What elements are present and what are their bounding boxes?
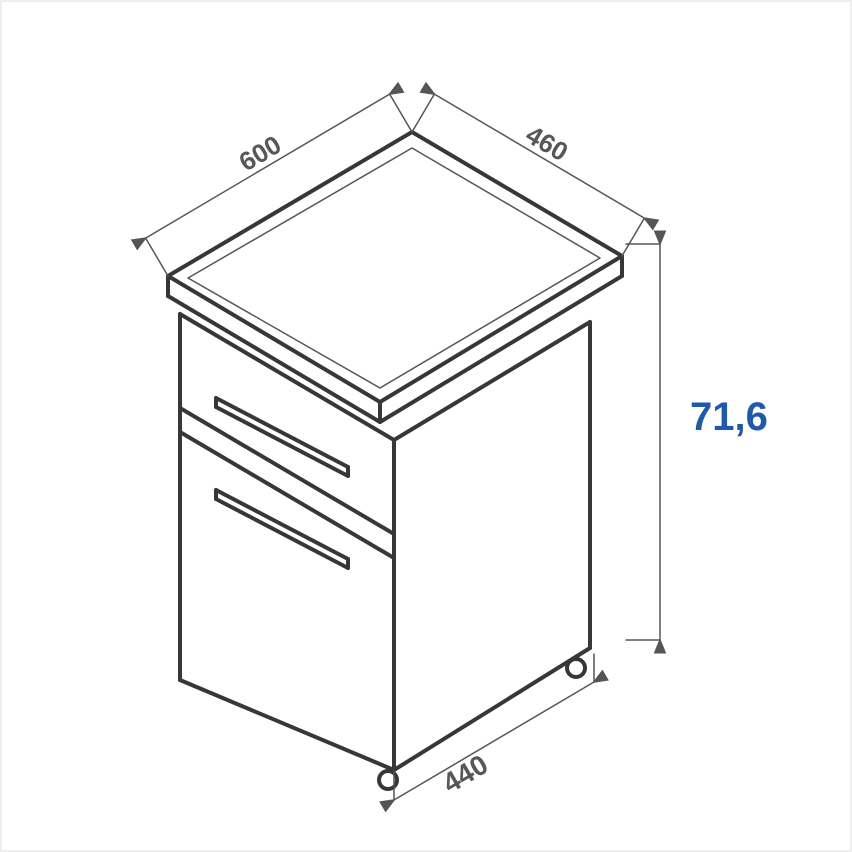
handle-1 — [216, 398, 348, 467]
handle-2 — [216, 490, 348, 559]
dim-height-label: 71,6 — [690, 395, 768, 439]
dim-base-label: 440 — [437, 749, 493, 799]
caster — [567, 659, 585, 677]
dim-label: 600 — [234, 129, 287, 177]
technical-drawing: 600 460 71,6 440 — [0, 0, 852, 852]
countertop-outline — [168, 132, 622, 402]
dim-label: 460 — [521, 119, 574, 167]
